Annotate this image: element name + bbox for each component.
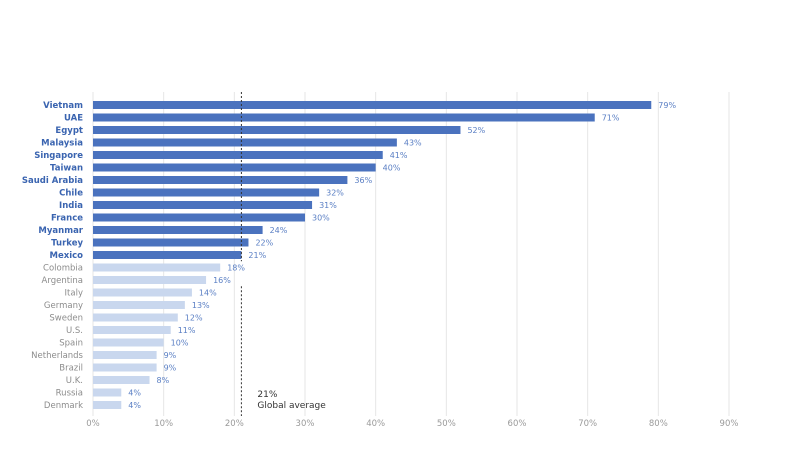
value-label: 16% [213,276,231,285]
bar [93,176,348,184]
value-label: 4% [128,401,141,410]
x-tick-label: 10% [154,419,173,429]
bar [93,151,383,159]
bar [93,251,242,259]
x-tick-label: 0% [86,419,100,429]
bar [93,238,249,247]
value-label: 71% [602,114,620,123]
category-label: Mexico [50,251,84,261]
value-label: 40% [383,164,401,173]
category-label: U.K. [66,376,83,386]
value-label: 24% [270,226,288,235]
bar [93,263,221,272]
category-label: Spain [59,339,83,349]
value-label: 18% [227,264,245,273]
bar [93,213,305,222]
x-tick-label: 60% [508,419,527,429]
category-label: Taiwan [50,164,83,174]
bar [93,276,207,284]
category-label: Netherlands [31,351,83,361]
value-label: 32% [326,189,344,198]
bar [93,138,397,147]
value-label: 41% [390,151,408,160]
category-label: Denmark [44,401,83,411]
x-tick-label: 30% [296,419,315,429]
bar [93,188,320,197]
category-label: UAE [64,114,83,124]
global-average-reference: 21% Global average [240,92,326,416]
category-label: Russia [56,389,83,399]
value-label: 14% [199,289,217,298]
value-label: 79% [658,101,676,110]
category-label: Germany [44,301,83,311]
bar [93,351,157,359]
reference-value-label: 21% [257,390,277,400]
category-label: Malaysia [41,139,83,149]
value-label: 9% [164,351,177,360]
category-label: Singapore [34,151,83,161]
value-label: 11% [178,326,196,335]
category-label: Sweden [49,314,83,324]
value-label: 12% [185,314,203,323]
bar [93,388,122,397]
bar [93,301,185,309]
bar [93,363,157,372]
bar [93,113,595,122]
category-label: Argentina [42,276,83,286]
value-label: 43% [404,139,422,148]
x-tick-label: 50% [437,419,456,429]
value-label: 9% [164,364,177,373]
category-label: Italy [65,289,83,299]
bar [93,126,461,134]
category-label: Turkey [51,239,83,249]
x-axis-ticks: 0% 10% 20% 30% 40% 50% 60% 70% 80% 90% [86,419,738,429]
value-label: 36% [354,176,372,185]
reference-text-label: Global average [257,401,326,411]
bar [93,163,376,172]
x-tick-label: 80% [649,419,668,429]
value-label: 4% [128,389,141,398]
category-label: Myanmar [38,226,83,236]
value-label: 21% [248,251,266,260]
bar [93,313,178,322]
category-label: Vietnam [43,101,83,111]
value-labels: 79%71%52%43%41%40%36%32%31%30%24%22%21%1… [128,101,676,410]
bar [93,226,263,234]
category-label: France [51,214,83,224]
bar [93,376,150,384]
x-tick-label: 90% [720,419,739,429]
x-tick-label: 70% [578,419,597,429]
value-label: 8% [157,376,170,385]
x-tick-label: 40% [366,419,385,429]
value-label: 52% [467,126,485,135]
category-label: Chile [59,189,83,199]
category-label: Colombia [43,264,83,274]
category-label: Brazil [59,364,83,374]
bar [93,288,192,297]
bar [93,338,164,347]
value-label: 30% [312,214,330,223]
bar [93,326,171,334]
value-label: 31% [319,201,337,210]
category-label: U.S. [66,326,83,336]
bar [93,201,313,209]
bars [93,101,652,409]
category-label: Egypt [55,126,83,136]
value-label: 10% [171,339,189,348]
x-tick-label: 20% [225,419,244,429]
category-labels: Vietnam UAE Egypt Malaysia Singapore Taiwan Sa… [22,101,84,411]
value-label: 22% [255,239,273,248]
category-label: India [59,201,83,211]
bar [93,101,652,109]
value-label: 13% [192,301,210,310]
category-label: Saudi Arabia [22,176,83,186]
bar [93,401,122,409]
